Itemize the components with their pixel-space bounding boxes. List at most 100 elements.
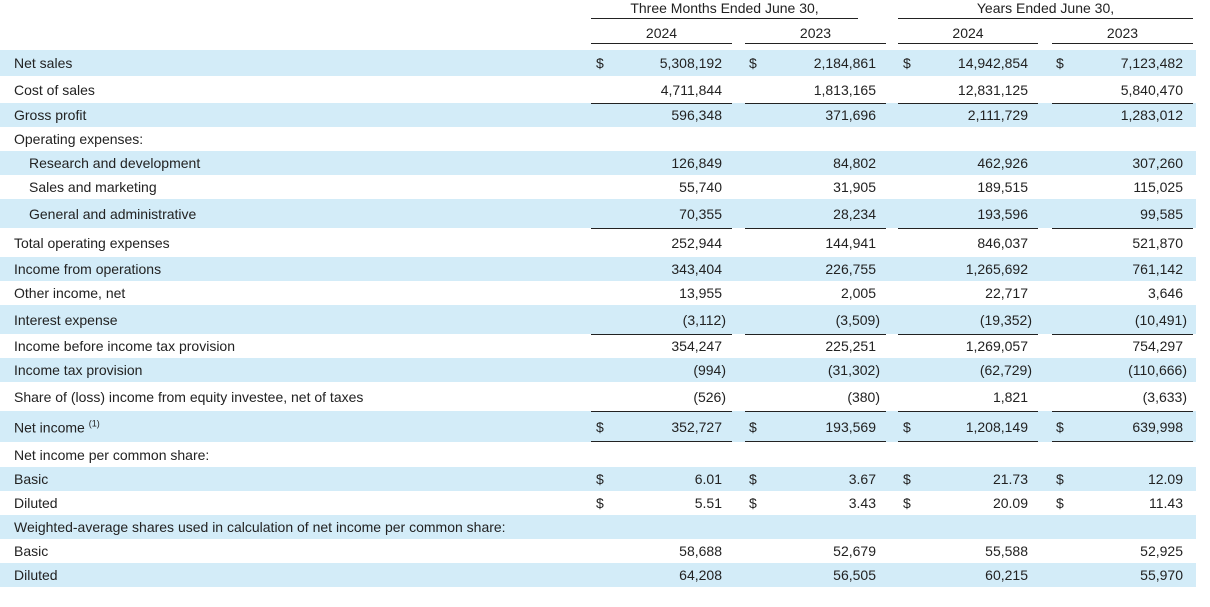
cell-value: 60,215 <box>985 567 1028 583</box>
cell-value: 754,297 <box>1132 338 1183 354</box>
cell-value: 7,123,482 <box>1120 55 1183 71</box>
rule <box>745 103 886 104</box>
year-header: 2024 <box>898 25 1038 44</box>
cell-value: 21.73 <box>992 471 1028 487</box>
cell-value: (62,729) <box>979 362 1032 378</box>
cell-value: 11.43 <box>1149 495 1183 511</box>
cell-value: 639,998 <box>1132 418 1183 435</box>
rule <box>1052 411 1193 412</box>
year-header: 2023 <box>1052 25 1193 44</box>
cell-value: 3.67 <box>848 471 876 487</box>
cell-value: 371,696 <box>825 107 876 123</box>
cell-value: 58,688 <box>679 543 722 559</box>
rule <box>1052 441 1193 442</box>
row-label: Weighted-average shares used in calculat… <box>14 519 506 535</box>
rule <box>898 441 1038 442</box>
cell-value: 20.09 <box>992 495 1028 511</box>
cell-value: 70,355 <box>679 205 722 222</box>
group-header: Years Ended June 30, <box>898 0 1193 19</box>
cell-value: 64,208 <box>679 567 722 583</box>
rule <box>591 228 732 229</box>
table-row: Income from operations 343,404 226,755 1,26… <box>0 257 1196 281</box>
cell-value: 84,802 <box>833 155 876 171</box>
currency-symbol: $ <box>749 55 757 71</box>
cell-value: 225,251 <box>825 338 876 354</box>
cell-value: (110,666) <box>1128 362 1187 378</box>
row-label: Net income per common share: <box>14 446 210 463</box>
cell-value: 352,727 <box>671 418 722 435</box>
table-row: General and administrative 70,355 28,234 19… <box>0 199 1196 228</box>
rule <box>591 334 732 335</box>
table-row: Diluted 64,208 56,505 60,215 55,970 <box>0 563 1196 587</box>
table-row: Net income per common share: <box>0 442 1196 467</box>
row-label: Sales and marketing <box>29 179 157 195</box>
row-label: Interest expense <box>14 311 118 328</box>
cell-value: 55,588 <box>985 543 1028 559</box>
currency-symbol: $ <box>903 55 911 71</box>
currency-symbol: $ <box>903 418 911 435</box>
cell-value: 462,926 <box>977 155 1028 171</box>
rule <box>745 441 886 442</box>
rule <box>898 103 1038 104</box>
row-label: Income before income tax provision <box>14 338 235 354</box>
table-row: Basic $6.01 $3.67 $21.73 $12.09 <box>0 467 1196 491</box>
cell-value: 5.51 <box>694 495 722 511</box>
cell-value: 2,184,861 <box>813 55 876 71</box>
table-row: Research and development 126,849 84,802 462… <box>0 151 1196 175</box>
currency-symbol: $ <box>749 418 757 435</box>
table-row: Share of (loss) income from equity inves… <box>0 382 1196 411</box>
year-header: 2023 <box>745 25 886 44</box>
cell-value: (10,491) <box>1134 311 1187 328</box>
cell-value: 22,717 <box>985 285 1028 301</box>
cell-value: (31,302) <box>827 362 880 378</box>
cell-value: 3.43 <box>848 495 876 511</box>
rule <box>898 411 1038 412</box>
rule <box>898 228 1038 229</box>
cell-value: 1,208,149 <box>965 418 1028 435</box>
row-label: Research and development <box>29 155 201 171</box>
footnote-ref: (1) <box>88 418 100 429</box>
cell-value: (380) <box>847 388 880 405</box>
cell-value: 6.01 <box>694 471 722 487</box>
rule <box>898 334 1038 335</box>
currency-symbol: $ <box>596 471 604 487</box>
cell-value: 521,870 <box>1132 234 1183 251</box>
row-label: Other income, net <box>14 285 126 301</box>
row-label: Income tax provision <box>14 362 143 378</box>
currency-symbol: $ <box>1056 471 1064 487</box>
rule <box>745 228 886 229</box>
table-row: Income tax provision (994) (31,302) (62,729… <box>0 358 1196 382</box>
currency-symbol: $ <box>596 495 604 511</box>
currency-symbol: $ <box>1056 55 1064 71</box>
cell-value: 28,234 <box>833 205 876 222</box>
currency-symbol: $ <box>1056 495 1064 511</box>
cell-value: 226,755 <box>825 261 876 277</box>
table-row: Operating expenses: <box>0 127 1196 151</box>
currency-symbol: $ <box>1056 418 1064 435</box>
row-label: Cost of sales <box>14 81 95 98</box>
cell-value: 5,840,470 <box>1120 81 1183 98</box>
cell-value: 14,942,854 <box>957 55 1028 71</box>
cell-value: 1,283,012 <box>1120 107 1183 123</box>
cell-value: (3,509) <box>835 311 880 328</box>
row-label: Share of (loss) income from equity inves… <box>14 388 364 405</box>
cell-value: 126,849 <box>671 155 722 171</box>
currency-symbol: $ <box>903 471 911 487</box>
table-row: Basic 58,688 52,679 55,588 52,925 <box>0 539 1196 563</box>
currency-symbol: $ <box>749 471 757 487</box>
cell-value: 55,970 <box>1140 567 1183 583</box>
cell-value: 52,925 <box>1140 543 1183 559</box>
row-label: Diluted <box>14 567 58 583</box>
row-label: Total operating expenses <box>14 234 170 251</box>
cell-value: 2,005 <box>840 285 876 301</box>
cell-value: 4,711,844 <box>660 81 722 98</box>
cell-value: 12,831,125 <box>957 81 1028 98</box>
cell-value: 31,905 <box>833 179 876 195</box>
table-row: Interest expense (3,112) (3,509) (19,352) (1… <box>0 305 1196 334</box>
cell-value: 596,348 <box>671 107 722 123</box>
table-row: Net income (1) $352,727 $193,569 $1,208,149… <box>0 411 1196 442</box>
row-label: Basic <box>14 471 49 487</box>
cell-value: 13,955 <box>679 285 722 301</box>
cell-value: 252,944 <box>671 234 722 251</box>
